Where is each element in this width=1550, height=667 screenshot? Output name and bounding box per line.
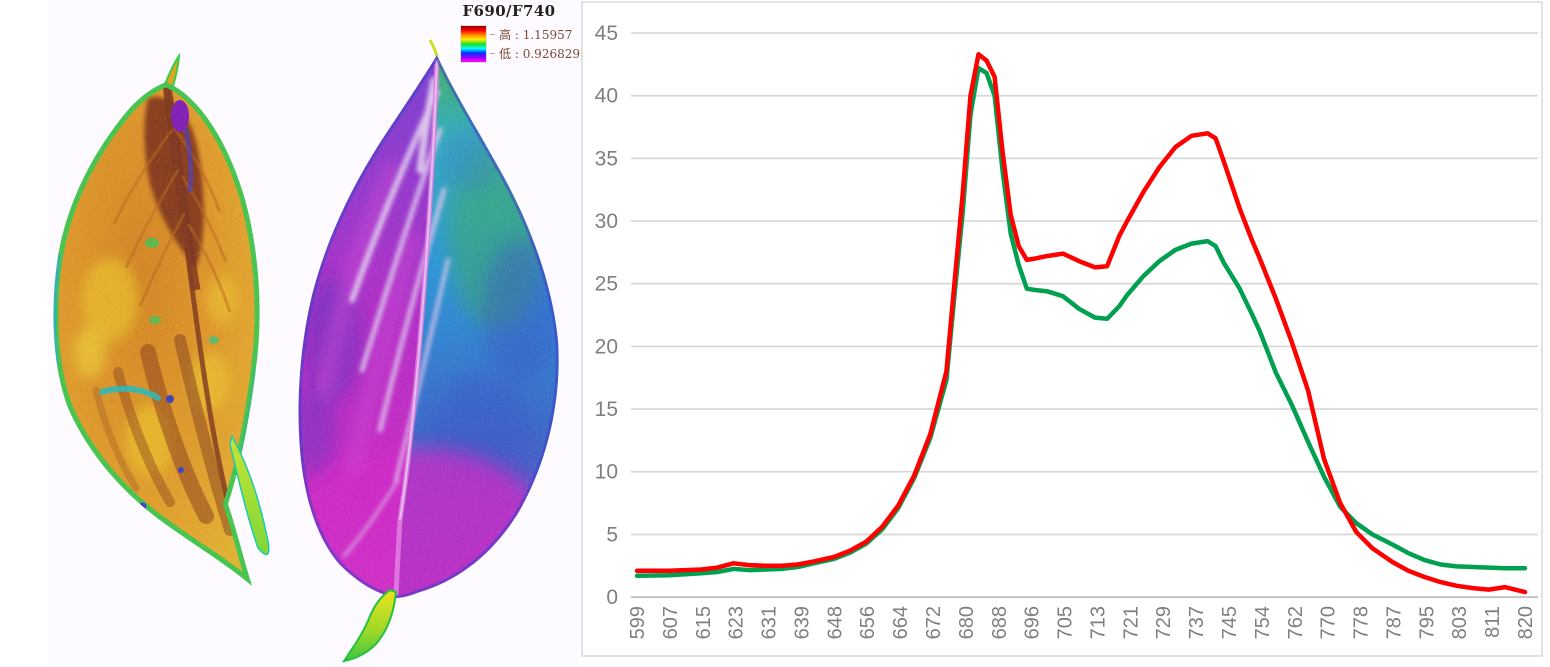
spectrum-line-chart: 0 5 10 15 20 25 30 35 40 45 599 607 615 623 631 639 648 6… — [581, 1, 1543, 657]
x-tick-label-615: 615 — [693, 606, 715, 639]
colorbar — [460, 25, 488, 63]
x-tick-label-729: 729 — [1153, 606, 1175, 639]
legend-low-tick — [490, 53, 496, 54]
x-tick-label-803: 803 — [1449, 606, 1471, 639]
legend-title: F690/F740 — [462, 2, 556, 20]
x-tick-label-672: 672 — [923, 606, 945, 639]
leaf-ratio-image — [48, 0, 580, 667]
fluorescence-image-panel: F690/F740 高 : 1.15957 低 : 0.926829 — [0, 0, 580, 667]
y-tick-label-25: 25 — [595, 273, 618, 296]
x-tick-label-623: 623 — [726, 606, 748, 639]
x-tick-label-745: 745 — [1219, 606, 1241, 639]
x-tick-label-656: 656 — [857, 606, 879, 639]
x-tick-label-787: 787 — [1383, 606, 1405, 639]
y-tick-label-40: 40 — [595, 85, 618, 108]
leaf2-petiole — [341, 588, 398, 663]
chart-border — [581, 1, 1543, 657]
spectrum-chart-panel: 0 5 10 15 20 25 30 35 40 45 599 607 615 623 631 639 648 6… — [580, 0, 1550, 667]
x-tick-label-762: 762 — [1285, 606, 1307, 639]
leaf1-stem — [164, 52, 181, 93]
x-tick-label-648: 648 — [824, 606, 846, 639]
legend-low-label: 低 : 0.926829 — [499, 47, 580, 61]
x-tick-label-754: 754 — [1252, 606, 1274, 639]
leaf1-side-flap — [229, 433, 270, 556]
legend-low-row: 低 : 0.926829 — [490, 45, 580, 62]
leaf2-tip-spike — [428, 39, 439, 57]
x-tick-label-795: 795 — [1416, 606, 1438, 639]
x-tick-label-811: 811 — [1482, 606, 1504, 638]
x-tick-label-631: 631 — [759, 606, 781, 639]
color-scale-legend: F690/F740 高 : 1.15957 低 : 0.926829 — [438, 2, 580, 63]
x-tick-label-639: 639 — [791, 606, 813, 639]
y-tick-label-35: 35 — [595, 147, 618, 170]
y-tick-label-20: 20 — [595, 335, 618, 358]
y-tick-label-0: 0 — [606, 586, 618, 609]
x-tick-label-696: 696 — [1022, 606, 1044, 639]
series-line-red — [634, 52, 1528, 595]
x-tick-label-778: 778 — [1351, 606, 1373, 639]
legend-high-row: 高 : 1.15957 — [490, 26, 580, 43]
x-tick-label-713: 713 — [1087, 606, 1109, 639]
y-tick-label-5: 5 — [606, 523, 618, 546]
x-tick-label-721: 721 — [1120, 606, 1142, 639]
y-tick-label-30: 30 — [595, 210, 618, 233]
x-tick-label-680: 680 — [956, 606, 978, 639]
x-tick-label-820: 820 — [1515, 606, 1537, 639]
legend-high-label: 高 : 1.15957 — [499, 28, 573, 42]
y-tick-label-45: 45 — [595, 22, 618, 45]
legend-high-tick — [490, 34, 496, 35]
series-line-green — [634, 65, 1528, 579]
x-tick-label-770: 770 — [1318, 606, 1340, 639]
y-tick-label-10: 10 — [595, 461, 618, 484]
y-tick-label-15: 15 — [595, 398, 618, 421]
x-tick-label-664: 664 — [890, 606, 912, 639]
x-tick-label-599: 599 — [627, 606, 649, 639]
x-tick-label-688: 688 — [989, 606, 1011, 639]
x-tick-label-705: 705 — [1055, 606, 1077, 639]
x-tick-label-607: 607 — [660, 606, 682, 639]
x-tick-label-737: 737 — [1186, 606, 1208, 639]
